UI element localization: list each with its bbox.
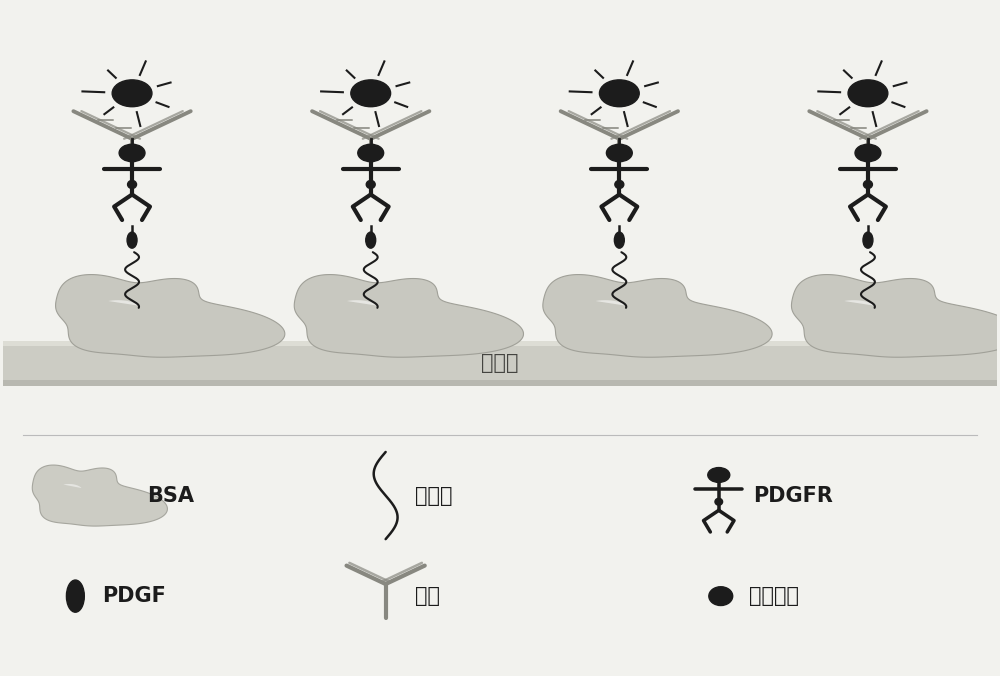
Ellipse shape [127, 232, 137, 248]
Ellipse shape [351, 80, 391, 107]
Text: PDGFR: PDGFR [754, 485, 833, 506]
Ellipse shape [128, 180, 137, 189]
Ellipse shape [848, 80, 888, 107]
Ellipse shape [66, 580, 84, 612]
Ellipse shape [615, 180, 624, 189]
Ellipse shape [863, 180, 872, 189]
Polygon shape [32, 465, 167, 526]
Polygon shape [294, 274, 524, 357]
Ellipse shape [119, 144, 145, 162]
Polygon shape [543, 274, 772, 357]
Text: 抗体: 抗体 [415, 586, 440, 606]
Ellipse shape [358, 144, 384, 162]
Ellipse shape [599, 80, 639, 107]
Text: 荧光分子: 荧光分子 [749, 586, 799, 606]
Polygon shape [844, 300, 875, 306]
Ellipse shape [366, 232, 376, 248]
Ellipse shape [606, 144, 632, 162]
FancyBboxPatch shape [3, 341, 997, 386]
Text: 玻璃片: 玻璃片 [481, 354, 519, 373]
Polygon shape [108, 300, 139, 306]
Bar [3, 379, 997, 386]
Bar [3, 341, 997, 346]
Ellipse shape [715, 498, 723, 505]
Polygon shape [791, 274, 1000, 357]
Polygon shape [596, 300, 626, 306]
Ellipse shape [709, 587, 733, 606]
Ellipse shape [366, 180, 375, 189]
Polygon shape [347, 300, 378, 306]
Text: PDGF: PDGF [102, 586, 166, 606]
Ellipse shape [112, 80, 152, 107]
Polygon shape [56, 274, 285, 357]
Text: 戊二醛: 戊二醛 [415, 485, 453, 506]
Ellipse shape [708, 468, 730, 483]
Ellipse shape [614, 232, 624, 248]
Polygon shape [63, 484, 82, 488]
Ellipse shape [855, 144, 881, 162]
Ellipse shape [863, 232, 873, 248]
Text: BSA: BSA [147, 485, 194, 506]
